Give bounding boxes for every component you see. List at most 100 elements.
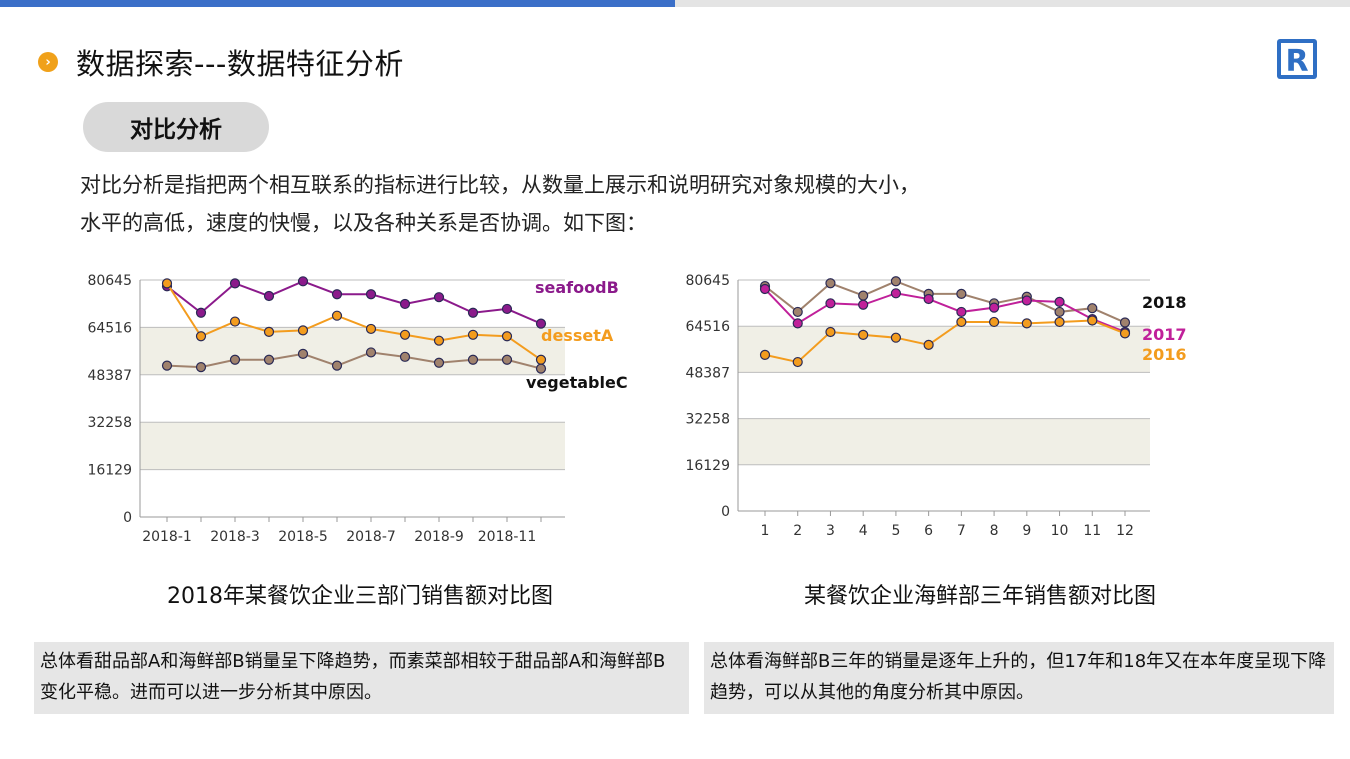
data-point-2016 [988, 316, 1000, 328]
description-line-2: 水平的高低，速度的快慢，以及各种关系是否协调。如下图： [80, 211, 647, 235]
x-tick-label: 3 [826, 523, 835, 539]
top-gray-bar [675, 0, 1350, 7]
legend-seafoodB: seafoodB [535, 278, 619, 297]
y-tick-label: 64516 [685, 319, 730, 335]
data-point-2017 [890, 288, 902, 299]
data-point-dessetA [535, 354, 547, 365]
y-tick-label: 0 [123, 510, 132, 526]
description: 对比分析是指把两个相互联系的指标进行比较，从数量上展示和说明研究对象规模的大小，… [80, 166, 1200, 242]
legend-2018: 2018 [1142, 293, 1187, 312]
data-point-2017 [825, 298, 836, 309]
data-point-vegetableC [229, 354, 241, 365]
data-point-dessetA [297, 325, 309, 336]
data-point-seafoodB [433, 292, 445, 303]
data-point-dessetA [365, 323, 377, 335]
plot-band [140, 422, 565, 470]
data-point-2017 [858, 299, 869, 310]
top-accent-bar [0, 0, 675, 7]
y-tick-label: 32258 [87, 415, 132, 431]
x-tick-label: 7 [957, 523, 966, 539]
x-tick-label: 2018-5 [278, 529, 328, 545]
legend-2016: 2016 [1142, 345, 1187, 364]
logo-inner [1281, 43, 1313, 75]
data-point-seafoodB [467, 307, 479, 318]
data-point-2017 [923, 293, 934, 305]
data-point-2016 [792, 356, 803, 368]
data-point-vegetableC [195, 362, 207, 373]
data-point-dessetA [467, 329, 479, 340]
y-tick-label: 16129 [87, 463, 132, 479]
x-tick-label: 2018-7 [346, 529, 396, 545]
legend-vegetableC: vegetableC [526, 373, 628, 392]
plot-band [738, 418, 1150, 465]
x-tick-label: 1 [761, 523, 770, 539]
data-point-dessetA [399, 329, 411, 340]
y-tick-label: 80645 [87, 273, 132, 289]
data-point-2017 [759, 283, 771, 295]
x-tick-label: 9 [1022, 523, 1031, 539]
data-point-seafoodB [399, 298, 411, 310]
y-tick-label: 80645 [685, 273, 730, 289]
data-point-vegetableC [501, 354, 513, 365]
data-point-2016 [923, 339, 934, 350]
data-point-dessetA [161, 278, 173, 289]
legend-2017: 2017 [1142, 325, 1187, 344]
data-point-seafoodB [229, 278, 241, 289]
x-tick-label: 6 [924, 523, 933, 539]
note-left: 总体看甜品部A和海鲜部B销量呈下降趋势，而素菜部相较于甜品部A和海鲜部B变化平稳… [34, 642, 689, 714]
caption-left: 2018年某餐饮企业三部门销售额对比图 [167, 584, 553, 609]
data-point-2016 [1119, 328, 1131, 339]
data-point-vegetableC [331, 360, 343, 371]
data-point-dessetA [263, 326, 275, 337]
series-line-dessetA [166, 282, 542, 361]
data-point-dessetA [229, 316, 241, 327]
x-tick-label: 11 [1083, 523, 1101, 539]
data-point-seafoodB [263, 290, 275, 302]
data-point-2016 [890, 332, 902, 343]
data-point-2016 [858, 329, 869, 340]
data-point-seafoodB [365, 289, 377, 300]
data-point-2017 [956, 306, 967, 318]
data-point-dessetA [501, 331, 513, 342]
data-point-vegetableC [399, 351, 411, 362]
data-point-seafoodB [297, 276, 309, 287]
data-point-vegetableC [297, 348, 309, 359]
y-tick-label: 32258 [685, 412, 730, 428]
data-point-2018 [858, 290, 869, 301]
y-tick-label: 0 [721, 504, 730, 520]
data-point-vegetableC [433, 357, 445, 368]
data-point-2018 [1119, 317, 1131, 328]
data-point-vegetableC [467, 354, 479, 365]
caption-right: 某餐饮企业海鲜部三年销售额对比图 [803, 584, 1156, 609]
x-tick-label: 2018-1 [142, 529, 192, 545]
data-point-2018 [890, 276, 902, 287]
data-point-2017 [988, 302, 1000, 313]
page-title: 数据探索---数据特征分析 [76, 47, 404, 81]
data-point-2018 [1054, 306, 1065, 318]
logo: R [1277, 39, 1317, 79]
x-tick-label: 12 [1116, 523, 1134, 539]
series-line-2017 [764, 288, 1126, 333]
x-tick-label: 2018-3 [210, 529, 260, 545]
data-point-vegetableC [161, 360, 173, 371]
data-point-2016 [1021, 318, 1032, 329]
title-row: › 数据探索---数据特征分析 [38, 44, 404, 81]
data-point-vegetableC [263, 354, 275, 365]
data-point-2018 [792, 306, 803, 318]
x-tick-label: 5 [891, 523, 900, 539]
x-tick-label: 2 [793, 523, 802, 539]
data-point-seafoodB [501, 303, 513, 315]
data-point-2016 [1054, 316, 1065, 328]
data-point-vegetableC [535, 363, 547, 374]
x-tick-label: 2018-11 [478, 529, 537, 545]
x-tick-label: 10 [1051, 523, 1069, 539]
data-point-2017 [1054, 296, 1065, 307]
data-point-2018 [825, 278, 836, 289]
data-point-dessetA [195, 331, 207, 342]
data-point-2016 [759, 349, 771, 360]
chart-left: 0 16129 32258 48387 64516 80645 2018-1 2018-3 20… [87, 273, 628, 545]
chevron-right-icon: › [38, 52, 58, 72]
data-point-seafoodB [195, 307, 207, 318]
y-tick-label: 48387 [685, 365, 730, 381]
y-tick-label: 64516 [87, 320, 132, 336]
